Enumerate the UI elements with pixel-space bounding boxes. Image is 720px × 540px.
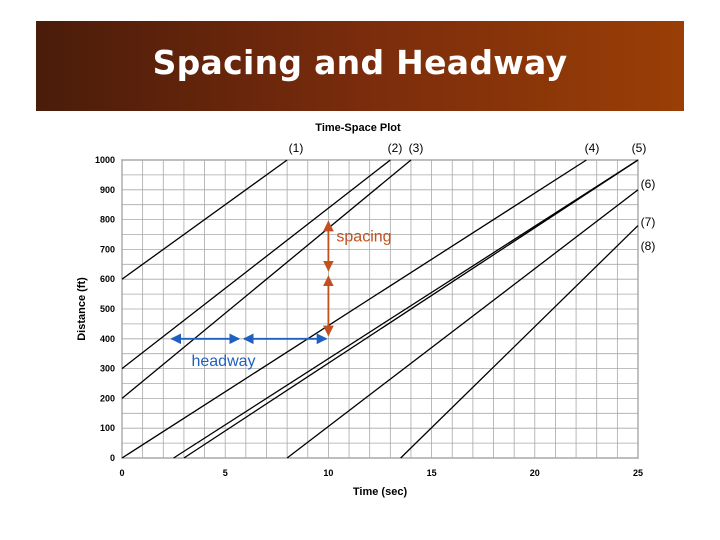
y-tick-label: 0 (110, 453, 115, 463)
x-tick-label: 25 (633, 468, 643, 478)
y-tick-label: 700 (100, 244, 115, 254)
x-axis-label: Time (sec) (353, 486, 408, 498)
y-tick-label: 600 (100, 274, 115, 284)
series-line-4 (121, 159, 587, 459)
series-line-5 (173, 159, 639, 459)
series-line-6 (286, 189, 639, 459)
series-label: (6) (641, 177, 656, 191)
y-tick-label: 800 (100, 215, 115, 225)
y-tick-label: 500 (100, 304, 115, 314)
x-tick-label: 5 (223, 468, 228, 478)
y-tick-label: 400 (100, 334, 115, 344)
series-line-8 (183, 159, 639, 459)
y-axis-label: Distance (ft) (76, 277, 88, 341)
y-tick-label: 100 (100, 423, 115, 433)
ticks: 0 5 10 15 20 25 0 100 200 300 400 500 600 700 800 900 10… (95, 155, 643, 478)
slide-title: Spacing and Headway (152, 43, 568, 82)
y-tick-label: 300 (100, 364, 115, 374)
series-group: (1) (2) (3) (4) (5) (6) (7) (8) (121, 141, 656, 459)
y-tick-label: 200 (100, 393, 115, 403)
x-tick-label: 0 (119, 468, 124, 478)
series-line-3 (121, 159, 412, 399)
y-tick-label: 1000 (95, 155, 115, 165)
series-line-1 (121, 159, 288, 280)
series-label: (4) (585, 141, 600, 155)
annotations: spacing headway (170, 220, 392, 370)
series-label: (7) (641, 215, 656, 229)
x-tick-label: 20 (530, 468, 540, 478)
series-line-2 (121, 159, 391, 370)
x-tick-label: 15 (427, 468, 437, 478)
headway-label: headway (191, 353, 255, 370)
title-bar: Spacing and Headway (36, 21, 684, 111)
y-tick-label: 900 (100, 185, 115, 195)
series-line-7 (400, 225, 639, 459)
series-label: (3) (409, 141, 424, 155)
series-label: (2) (388, 141, 403, 155)
grid (121, 159, 639, 459)
series-label: (1) (289, 141, 304, 155)
x-tick-label: 10 (323, 468, 333, 478)
chart-title: Time-Space Plot (315, 122, 401, 134)
series-label: (5) (632, 141, 647, 155)
series-label: (8) (641, 239, 656, 253)
spacing-label: spacing (336, 229, 391, 246)
